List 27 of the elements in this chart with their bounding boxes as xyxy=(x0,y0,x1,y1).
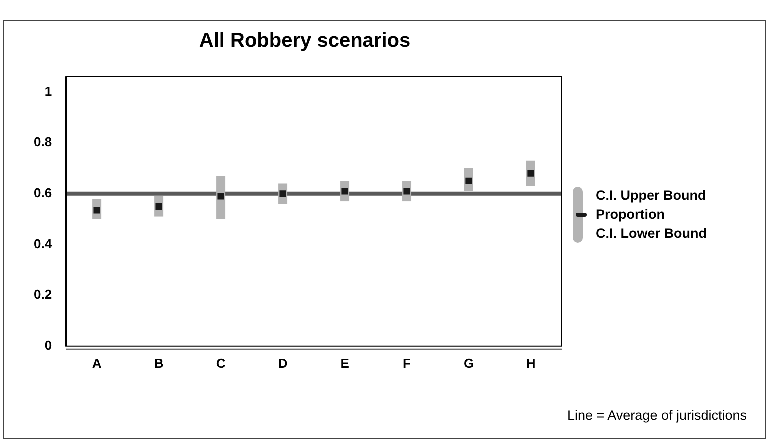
point xyxy=(528,170,534,177)
y-tick-label: 0.4 xyxy=(34,236,53,252)
x-tick-label: D xyxy=(278,356,288,371)
x-tick-label: G xyxy=(464,356,474,371)
point xyxy=(280,190,286,198)
x-tick-label: F xyxy=(403,356,412,371)
x-tick-label: B xyxy=(154,356,164,371)
x-tick-label: A xyxy=(92,356,102,371)
point xyxy=(404,188,410,195)
y-tick-label: 0 xyxy=(44,338,52,353)
x-tick-label: H xyxy=(526,356,536,371)
legend-label: Proportion xyxy=(596,206,666,224)
y-tick-label: 0.6 xyxy=(34,185,52,200)
chart-title: All Robbery scenarios xyxy=(198,30,412,53)
text: C.I. Upper Bound xyxy=(596,187,707,205)
point xyxy=(156,203,162,210)
x-tick-label: C xyxy=(216,356,226,371)
y-tick-label: 1 xyxy=(44,84,52,99)
y-tick-label: 0.2 xyxy=(34,287,52,302)
point xyxy=(94,207,100,214)
point xyxy=(342,188,348,195)
text: Line = Average of jurisdictions xyxy=(568,408,747,423)
point xyxy=(466,178,472,185)
text: C.I. Lower Bound xyxy=(596,225,707,243)
y-tick-label: 0.8 xyxy=(34,134,52,150)
point xyxy=(218,193,224,200)
x-tick-label: E xyxy=(340,356,350,371)
